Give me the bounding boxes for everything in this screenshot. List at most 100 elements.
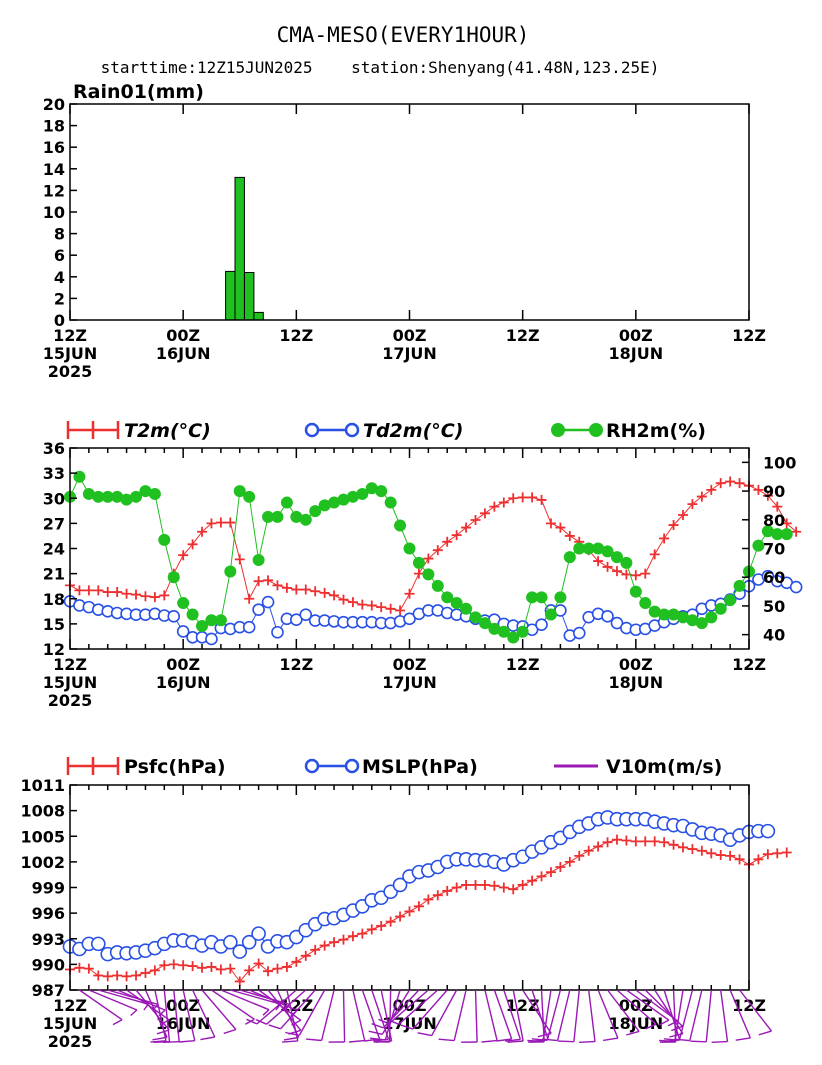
t2m-marker	[715, 478, 726, 489]
chart-subtitle: starttime:12Z15JUN2025 station:Shenyang(…	[101, 58, 660, 77]
wind-barb	[729, 989, 752, 1039]
t2m-line	[69, 480, 797, 612]
y2-tick-label: 40	[763, 626, 785, 645]
humidity-y-axis: 40 50 60 70 80 90 100	[742, 453, 796, 645]
td2m-marker	[403, 612, 416, 626]
temperature-panel: T2m(°C) Td2m(°C) RH2m(%) 12 15 18 21 24 27 30 3…	[43, 420, 803, 710]
rh2m-marker	[601, 545, 614, 558]
t2m-marker	[725, 476, 736, 487]
wind-barb	[320, 989, 335, 1041]
y-tick-label: 18	[43, 590, 65, 609]
t2m-marker	[404, 588, 415, 599]
wind-barb-flag	[262, 1009, 270, 1016]
legend-mslp: MSLP(hPa)	[304, 756, 478, 778]
t2m-marker	[630, 570, 641, 581]
rh2m-marker	[676, 611, 689, 624]
wind-barb	[98, 989, 149, 1005]
t2m-marker	[413, 568, 424, 579]
y-tick-label: 8	[54, 225, 65, 244]
psfc-marker	[489, 880, 500, 891]
psfc-marker	[404, 906, 415, 917]
rh2m-marker	[356, 487, 369, 500]
t2m-marker	[149, 592, 160, 603]
y-tick-label: 24	[43, 540, 65, 559]
t2m-marker	[442, 536, 453, 547]
psfc-marker	[555, 862, 566, 872]
rh2m-marker	[573, 542, 586, 555]
wind-barb	[173, 989, 180, 1042]
wind-barb-flag	[505, 1038, 521, 1042]
rh2m-marker	[771, 528, 784, 541]
t2m-marker	[385, 603, 396, 614]
t2m-marker	[772, 501, 783, 512]
psfc-marker	[347, 931, 358, 942]
psfc-marker	[140, 967, 151, 978]
psfc-marker	[536, 871, 547, 882]
wind-barb	[220, 989, 270, 1011]
rain-bars	[225, 176, 264, 321]
psfc-marker	[197, 962, 208, 973]
wind-barb	[672, 989, 677, 1043]
wind-barb	[398, 989, 439, 1025]
t2m-marker	[83, 585, 94, 596]
rh2m-marker	[290, 510, 303, 523]
y-tick-label: 4	[54, 268, 65, 287]
rh2m-marker	[620, 556, 633, 569]
td2m-marker	[789, 580, 803, 594]
psfc-marker	[376, 920, 387, 931]
wind-barb	[201, 989, 237, 1030]
rh2m-marker	[196, 620, 209, 633]
t2m-marker	[659, 533, 670, 544]
y-tick-label: 990	[32, 955, 65, 974]
pressure-series	[62, 810, 792, 987]
t2m-marker	[112, 587, 123, 598]
rh2m-marker	[252, 553, 265, 566]
psfc-marker	[413, 901, 424, 912]
psfc-marker	[734, 854, 745, 865]
wind-barb-flag	[758, 1030, 772, 1036]
temperature-y-axis: 12 15 18 21 24 27 30 33 36	[43, 439, 77, 659]
rh2m-marker	[431, 579, 444, 592]
psfc-marker	[668, 839, 679, 850]
psfc-marker	[574, 850, 585, 861]
t2m-marker	[611, 566, 622, 577]
wind-barb-flag	[369, 1037, 386, 1041]
pressure-y-axis: 987 990 993 996 999 1002 1005 1008 1011	[20, 776, 77, 1000]
rh2m-marker	[563, 551, 576, 564]
rh2m-marker	[441, 591, 454, 604]
legend-td2m: Td2m(°C)	[304, 420, 463, 442]
wind-barb-flag	[368, 1030, 383, 1035]
psfc-marker	[781, 847, 792, 858]
t2m-marker	[281, 582, 292, 593]
t2m-marker	[93, 585, 104, 596]
pressure-panel: Psfc(hPa) MSLP(hPa) V10m(m/s) 9879909939…	[20, 756, 792, 1051]
rh2m-marker	[328, 496, 341, 509]
wind-barb-flag	[626, 1030, 640, 1036]
rh2m-marker	[526, 591, 539, 604]
t2m-marker	[329, 590, 340, 601]
x-tick-label: 12Z	[732, 326, 766, 345]
wind-barb	[388, 989, 392, 1043]
wind-barb-flag	[557, 1040, 574, 1043]
t2m-marker	[479, 508, 490, 519]
y-tick-label: 2	[54, 289, 65, 308]
y2-tick-label: 80	[763, 511, 785, 530]
t2m-marker	[498, 497, 509, 508]
rh2m-marker	[384, 496, 397, 509]
td2m-marker	[761, 569, 775, 583]
rh2m-marker	[346, 490, 359, 503]
psfc-marker	[725, 850, 736, 861]
rain-bar	[225, 270, 236, 321]
t2m-marker	[263, 575, 274, 586]
t2m-marker	[668, 520, 679, 531]
psfc-marker	[93, 970, 104, 981]
psfc-marker	[281, 961, 292, 972]
rh2m-marker	[280, 496, 293, 509]
psfc-marker	[225, 963, 236, 974]
legend-mslp-label: MSLP(hPa)	[362, 756, 478, 778]
t2m-marker	[470, 515, 481, 526]
wind-barb-flag	[156, 1029, 170, 1035]
psfc-marker	[83, 963, 94, 974]
psfc-marker	[215, 964, 226, 975]
t2m-marker	[225, 517, 236, 528]
